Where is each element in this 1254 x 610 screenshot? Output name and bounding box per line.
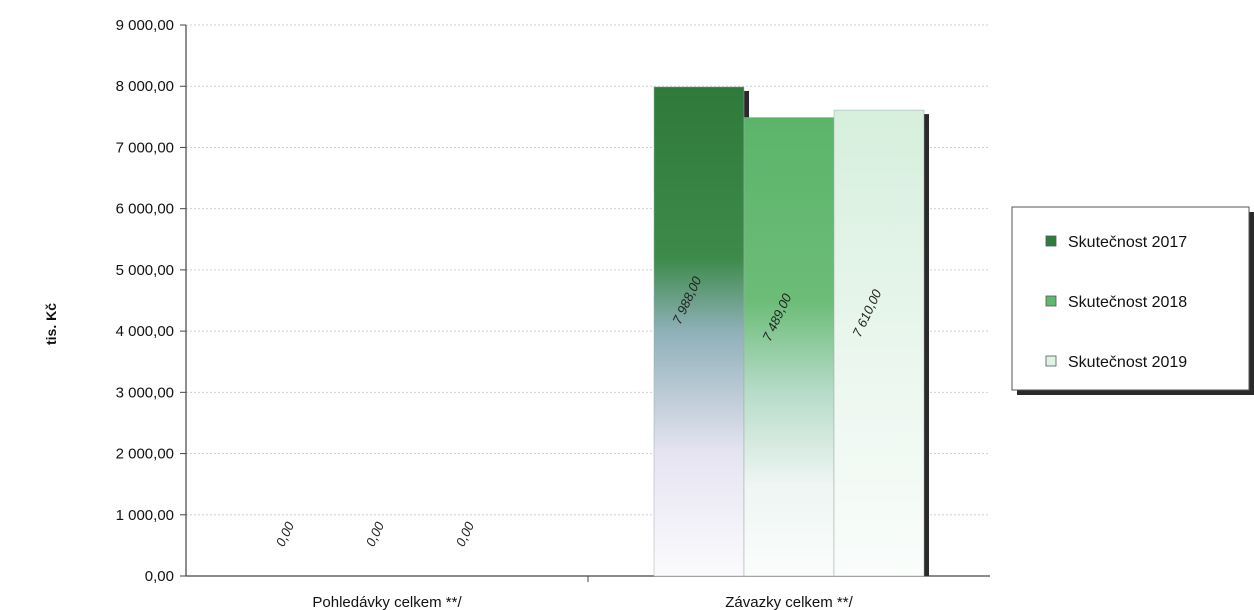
- y-tick-label: 6 000,00: [116, 201, 174, 218]
- data-label: 0,00: [453, 519, 478, 549]
- legend-swatch: [1045, 235, 1057, 247]
- category-labels: Pohledávky celkem **/ Závazky celkem **/: [312, 594, 853, 610]
- y-tick-label: 8 000,00: [116, 78, 174, 95]
- y-tick-label: 9 000,00: [116, 17, 174, 34]
- y-tick-labels: 0,00 1 000,00 2 000,00 3 000,00 4 000,00 5 00…: [116, 17, 174, 585]
- bar-skutečnost-2018: [743, 117, 835, 577]
- y-tick-label: 5 000,00: [116, 262, 174, 279]
- y-tick-label: 7 000,00: [116, 139, 174, 156]
- category-label: Pohledávky celkem **/: [312, 594, 462, 610]
- category-label: Závazky celkem **/: [725, 594, 853, 610]
- legend-label: Skutečnost 2018: [1068, 294, 1187, 311]
- y-tick-label: 1 000,00: [116, 507, 174, 524]
- bar-skutečnost-2017: [653, 86, 745, 577]
- legend-swatch: [1045, 355, 1057, 367]
- legend-label: Skutečnost 2019: [1068, 354, 1187, 371]
- y-axis-label: tis. Kč: [43, 303, 59, 345]
- legend-label: Skutečnost 2017: [1068, 234, 1187, 251]
- bars: [653, 86, 929, 577]
- y-tick-label: 2 000,00: [116, 446, 174, 463]
- y-tick-label: 3 000,00: [116, 384, 174, 401]
- y-tick-label: 4 000,00: [116, 323, 174, 340]
- y-tick-label: 0,00: [145, 568, 174, 585]
- data-label: 0,00: [273, 519, 298, 549]
- bar-shadow: [924, 114, 929, 577]
- legend: Skutečnost 2017 Skutečnost 2018 Skutečnost…: [1011, 206, 1254, 395]
- bar-skutečnost-2019: [833, 109, 925, 577]
- legend-swatch: [1045, 295, 1057, 307]
- data-label: 0,00: [363, 519, 388, 549]
